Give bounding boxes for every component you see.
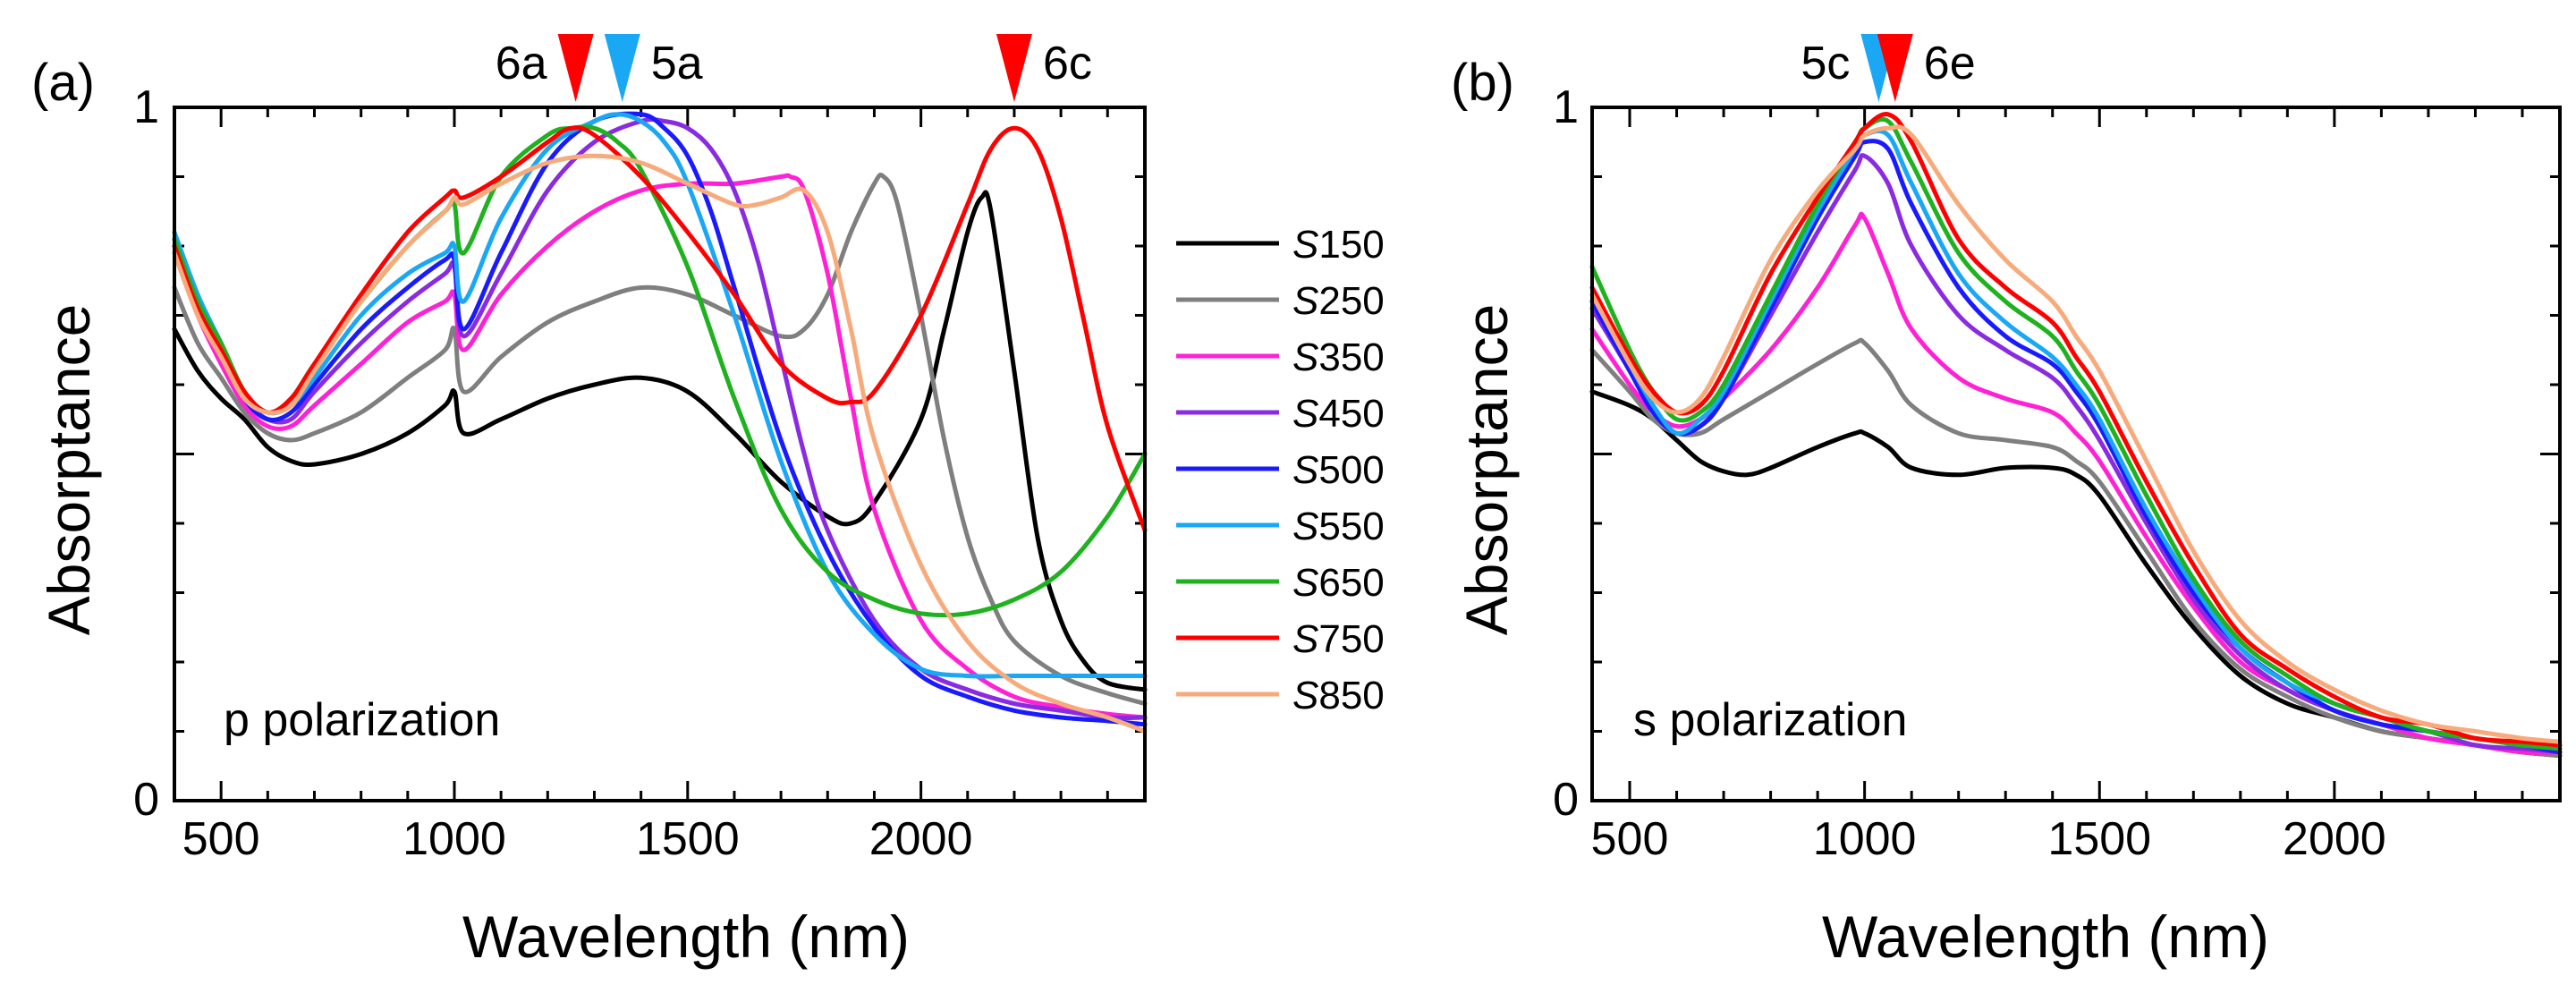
legend-label-s500: S500 bbox=[1292, 448, 1385, 492]
panel-a-xlabel: Wavelength (nm) bbox=[462, 904, 910, 970]
panel-b-markers: 5c 6e bbox=[1801, 34, 1976, 102]
panel-b-annotation: s polarization bbox=[1633, 694, 1907, 746]
series-line-s850 bbox=[172, 153, 1148, 734]
peak-marker-triangle bbox=[557, 34, 594, 102]
legend-label-prefix: S bbox=[1292, 617, 1318, 661]
panel-a-label: (a) bbox=[31, 54, 95, 112]
panel-b-xtick-labels: 500 1000 1500 2000 bbox=[1591, 813, 2386, 865]
legend-label-number: 550 bbox=[1318, 505, 1384, 548]
panel-b-xlabel: Wavelength (nm) bbox=[1822, 904, 2269, 970]
peak-marker-label: 5a bbox=[651, 38, 703, 89]
peak-marker-label: 5c bbox=[1801, 38, 1850, 89]
panel-a-frame bbox=[173, 106, 1147, 802]
panel-b-label: (b) bbox=[1451, 54, 1514, 112]
legend-label-s150: S150 bbox=[1292, 223, 1385, 267]
panel-a-xtick-labels: 500 1000 1500 2000 bbox=[182, 813, 973, 865]
panel-a-series bbox=[172, 111, 1148, 734]
x-tick-label: 1500 bbox=[636, 813, 740, 865]
series-line-s350 bbox=[172, 173, 1148, 720]
x-tick-label: 1000 bbox=[402, 813, 506, 865]
panel-a-markers: 6a 5a 6c bbox=[496, 34, 1092, 102]
series-line-s250 bbox=[172, 173, 1148, 706]
legend-label-s550: S550 bbox=[1292, 505, 1385, 548]
legend-label-number: 500 bbox=[1318, 448, 1384, 492]
panel-b-ylabel: Absorptance bbox=[1453, 304, 1520, 636]
legend-label-number: 750 bbox=[1318, 617, 1384, 661]
legend-label-prefix: S bbox=[1292, 335, 1318, 379]
x-tick-label: 1500 bbox=[2047, 813, 2151, 865]
peak-marker-label: 6e bbox=[1924, 38, 1976, 89]
peak-marker-triangle bbox=[604, 34, 640, 102]
legend-label-prefix: S bbox=[1292, 505, 1318, 548]
series-line-s750 bbox=[172, 125, 1148, 533]
series-line-s450 bbox=[1589, 153, 2563, 755]
panel-b-frame bbox=[1590, 106, 2562, 802]
legend-label-s450: S450 bbox=[1292, 392, 1385, 436]
panel-b-ytick-1: 1 bbox=[1553, 81, 1579, 133]
x-tick-label: 2000 bbox=[869, 813, 973, 865]
peak-marker-label: 6a bbox=[496, 38, 547, 89]
legend-label-number: 350 bbox=[1318, 335, 1384, 379]
legend-label-number: 650 bbox=[1318, 561, 1384, 605]
panel-a-ylabel: Absorptance bbox=[36, 304, 102, 636]
panel-a-ytick-1: 1 bbox=[133, 81, 159, 133]
x-tick-label: 500 bbox=[1591, 813, 1669, 865]
legend-label-number: 250 bbox=[1318, 279, 1384, 323]
x-tick-label: 2000 bbox=[2283, 813, 2386, 865]
legend-label-prefix: S bbox=[1292, 279, 1318, 323]
series-line-s150 bbox=[172, 190, 1148, 692]
legend-label-number: 450 bbox=[1318, 392, 1384, 436]
series-line-s750 bbox=[1589, 112, 2563, 748]
legend-label-prefix: S bbox=[1292, 392, 1318, 436]
legend-label-s250: S250 bbox=[1292, 279, 1385, 323]
series-line-s850 bbox=[1589, 124, 2563, 744]
peak-marker-label: 6c bbox=[1043, 38, 1092, 89]
legend-label-s650: S650 bbox=[1292, 561, 1385, 605]
series-line-s250 bbox=[1589, 337, 2563, 759]
panel-a: (a) Absorptance Wavelength (nm) 0 1 500 1… bbox=[31, 34, 1148, 970]
panel-b: (b) Absorptance Wavelength (nm) 0 1 500 1… bbox=[1451, 34, 2563, 970]
legend-label-number: 150 bbox=[1318, 223, 1384, 267]
x-tick-label: 1000 bbox=[1813, 813, 1917, 865]
series-line-s350 bbox=[1589, 211, 2563, 755]
legend-label-prefix: S bbox=[1292, 561, 1318, 605]
legend-label-prefix: S bbox=[1292, 674, 1318, 717]
legend-label-s850: S850 bbox=[1292, 674, 1385, 717]
peak-marker-triangle bbox=[1877, 34, 1913, 102]
series-line-s500 bbox=[1589, 139, 2563, 755]
panel-b-ytick-0: 0 bbox=[1553, 774, 1579, 826]
legend-label-number: 850 bbox=[1318, 674, 1384, 717]
series-line-s650 bbox=[1589, 116, 2563, 751]
legend-label-s350: S350 bbox=[1292, 335, 1385, 379]
peak-marker-triangle bbox=[996, 34, 1032, 102]
legend-label-s750: S750 bbox=[1292, 617, 1385, 661]
panel-a-ytick-0: 0 bbox=[133, 774, 159, 826]
panel-b-series bbox=[1589, 112, 2563, 759]
series-line-s550 bbox=[1589, 128, 2563, 751]
legend-label-prefix: S bbox=[1292, 448, 1318, 492]
legend-label-prefix: S bbox=[1292, 223, 1318, 267]
panel-a-annotation: p polarization bbox=[224, 694, 500, 746]
x-tick-label: 500 bbox=[182, 813, 260, 865]
